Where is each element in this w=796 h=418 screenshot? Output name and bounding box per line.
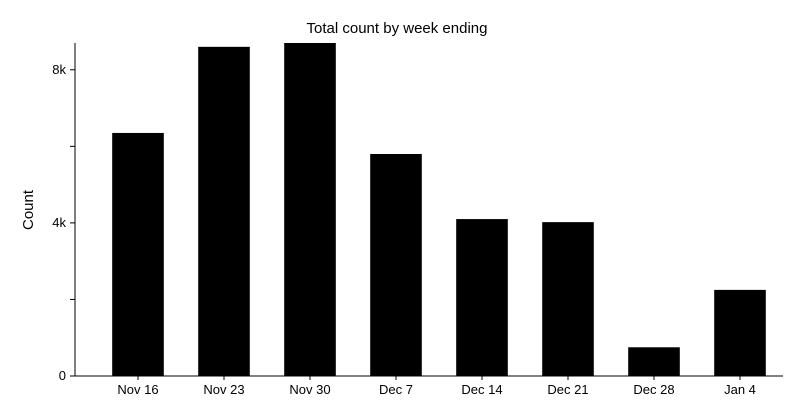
x-tick-label: Nov 30 xyxy=(289,382,330,397)
x-tick-label: Jan 4 xyxy=(724,382,756,397)
bar xyxy=(456,219,508,376)
x-axis-ticks: Nov 16 Nov 23 Nov 30 Dec 7 Dec 14 Dec 21 Dec 2… xyxy=(117,376,756,397)
x-tick-label: Dec 28 xyxy=(633,382,674,397)
bar xyxy=(198,46,250,377)
x-tick-label: Dec 7 xyxy=(379,382,413,397)
bar xyxy=(284,43,336,376)
x-tick-label: Dec 14 xyxy=(461,382,502,397)
bars-group xyxy=(112,43,766,377)
bar xyxy=(628,347,680,376)
x-tick-label: Nov 16 xyxy=(117,382,158,397)
y-axis-ticks: 0 4k 8k xyxy=(52,62,75,383)
bar xyxy=(112,132,164,376)
y-axis-label: Count xyxy=(20,189,37,230)
y-tick-label: 4k xyxy=(52,215,66,230)
y-tick-label: 0 xyxy=(59,368,66,383)
bar xyxy=(542,222,594,376)
bar xyxy=(714,289,766,376)
x-tick-label: Dec 21 xyxy=(547,382,588,397)
bar xyxy=(370,154,422,376)
chart-title: Total count by week ending xyxy=(307,20,488,37)
x-tick-label: Nov 23 xyxy=(203,382,244,397)
y-tick-label: 8k xyxy=(52,62,66,77)
